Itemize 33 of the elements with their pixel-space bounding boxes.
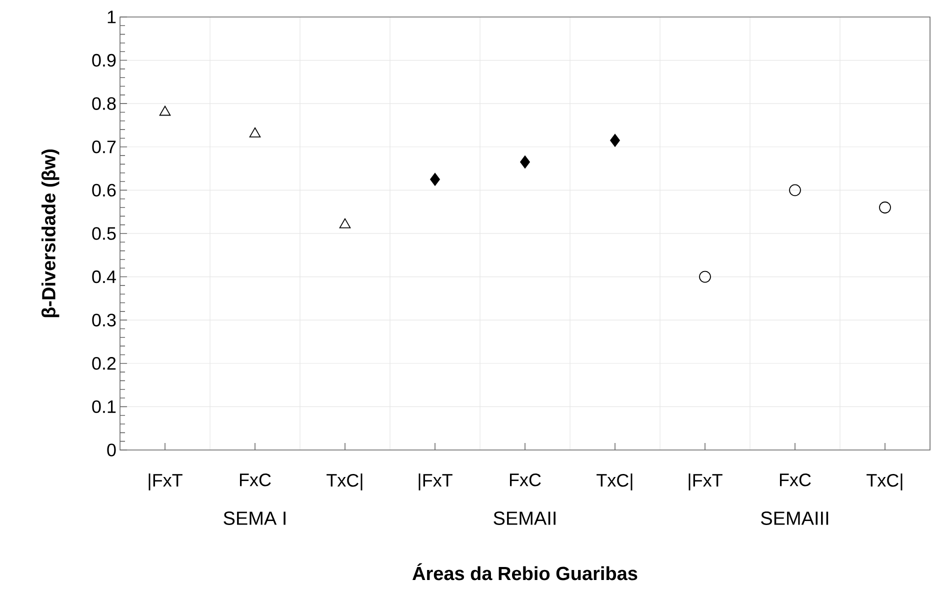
- point: [159, 106, 171, 116]
- y-tick-label: 0.8: [92, 97, 116, 110]
- text: SEMA I: [224, 512, 286, 525]
- point: [430, 172, 440, 186]
- y-tick-label: 0.4: [92, 270, 116, 284]
- point: [879, 202, 891, 214]
- y-tick-label: 0.3: [92, 314, 116, 326]
- x-tick-label: TxC|: [596, 474, 632, 490]
- y-tick-label: 0.5: [92, 227, 116, 240]
- x-tick-label: |FxT: [688, 474, 722, 490]
- point: [789, 184, 801, 196]
- y-axis-title: β-Diversidade (βw): [41, 150, 60, 318]
- y-tick-label: 0.9: [92, 54, 116, 67]
- x-tick-label: TxC|: [326, 474, 362, 490]
- point: [249, 127, 261, 138]
- y-tick-label: 0.2: [92, 357, 116, 370]
- y-tick-label: 0.6: [92, 184, 116, 197]
- x-axis-title: Áreas da Rebio Guaribas: [412, 563, 638, 580]
- x-tick-label: FxC: [510, 474, 541, 486]
- y-tick-label: 1: [108, 10, 116, 24]
- y-tick-label: 0.1: [92, 400, 116, 414]
- point: [610, 134, 620, 147]
- y-tick-label: 0: [107, 444, 116, 456]
- y-tick-label: 0.7: [92, 140, 116, 154]
- text: SEMAII: [494, 512, 556, 525]
- x-tick-label: TxC|: [866, 474, 902, 490]
- x-tick-label: |FxT: [148, 474, 182, 490]
- point: [699, 270, 711, 283]
- x-tick-label: FxC: [240, 474, 271, 486]
- point: [520, 156, 530, 168]
- x-tick-label: |FxT: [418, 474, 452, 490]
- x-tick-label: FxC: [780, 474, 811, 486]
- text: SEMAIII: [761, 512, 828, 525]
